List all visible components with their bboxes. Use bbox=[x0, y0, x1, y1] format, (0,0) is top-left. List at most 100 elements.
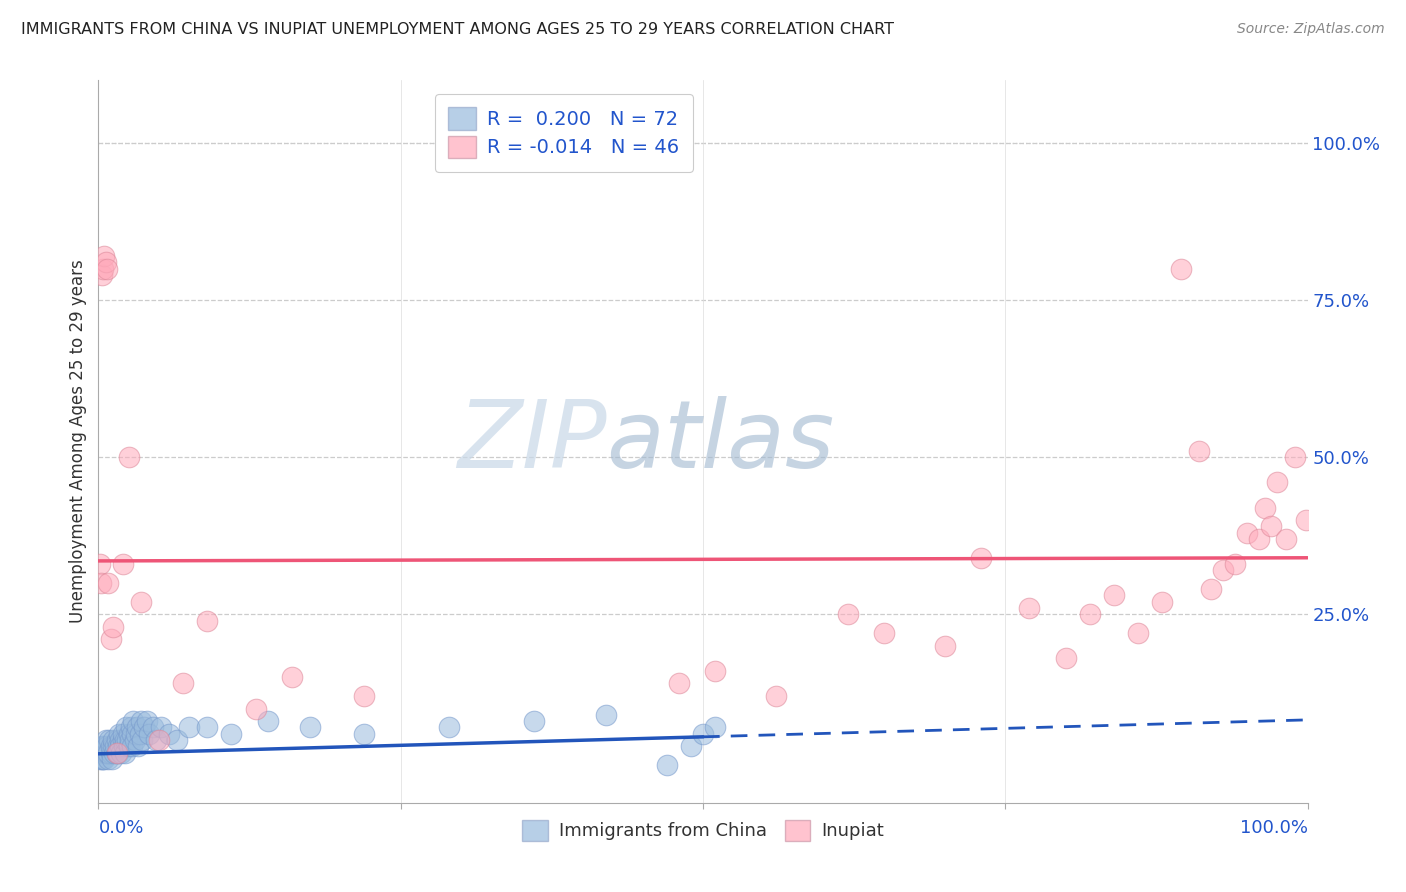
Text: ZIP: ZIP bbox=[457, 396, 606, 487]
Point bbox=[138, 727, 160, 741]
Point bbox=[97, 746, 120, 760]
Point bbox=[93, 752, 115, 766]
Point bbox=[117, 733, 139, 747]
Point bbox=[131, 733, 153, 747]
Point bbox=[692, 727, 714, 741]
Point bbox=[89, 557, 111, 571]
Point bbox=[245, 701, 267, 715]
Point bbox=[765, 689, 787, 703]
Point bbox=[1254, 500, 1277, 515]
Point bbox=[111, 733, 134, 747]
Point bbox=[1267, 475, 1289, 490]
Point bbox=[91, 752, 114, 766]
Point bbox=[96, 739, 118, 754]
Point bbox=[1223, 557, 1246, 571]
Point bbox=[118, 450, 141, 465]
Point bbox=[115, 720, 138, 734]
Point bbox=[1054, 651, 1077, 665]
Point bbox=[873, 626, 896, 640]
Point bbox=[1212, 563, 1234, 577]
Point bbox=[148, 733, 170, 747]
Point bbox=[837, 607, 859, 622]
Point bbox=[195, 720, 218, 734]
Point bbox=[97, 752, 120, 766]
Point bbox=[100, 746, 122, 760]
Point bbox=[104, 739, 127, 754]
Point bbox=[91, 268, 114, 282]
Point bbox=[1295, 513, 1317, 527]
Point bbox=[157, 727, 180, 741]
Point bbox=[1078, 607, 1101, 622]
Point bbox=[1284, 450, 1306, 465]
Point bbox=[129, 595, 152, 609]
Point bbox=[103, 746, 125, 760]
Point bbox=[91, 746, 114, 760]
Point bbox=[94, 746, 117, 760]
Point bbox=[101, 739, 124, 754]
Point bbox=[135, 714, 157, 728]
Point bbox=[1152, 595, 1174, 609]
Point bbox=[704, 720, 727, 734]
Point bbox=[1102, 589, 1125, 603]
Point bbox=[655, 758, 678, 772]
Point bbox=[1260, 519, 1282, 533]
Point bbox=[127, 720, 149, 734]
Point bbox=[166, 733, 188, 747]
Text: IMMIGRANTS FROM CHINA VS INUPIAT UNEMPLOYMENT AMONG AGES 25 TO 29 YEARS CORRELAT: IMMIGRANTS FROM CHINA VS INUPIAT UNEMPLO… bbox=[21, 22, 894, 37]
Point bbox=[668, 676, 690, 690]
Point bbox=[114, 733, 136, 747]
Point bbox=[96, 746, 118, 760]
Point bbox=[1128, 626, 1150, 640]
Text: 0.0%: 0.0% bbox=[98, 819, 143, 837]
Point bbox=[595, 707, 617, 722]
Point bbox=[114, 746, 136, 760]
Point bbox=[105, 746, 128, 760]
Point bbox=[93, 249, 115, 263]
Point bbox=[90, 575, 112, 590]
Point bbox=[934, 639, 956, 653]
Point bbox=[96, 261, 118, 276]
Point bbox=[105, 733, 128, 747]
Point bbox=[101, 733, 124, 747]
Point bbox=[1018, 601, 1040, 615]
Point bbox=[704, 664, 727, 678]
Point bbox=[110, 746, 132, 760]
Point bbox=[145, 733, 167, 747]
Point bbox=[89, 752, 111, 766]
Point bbox=[125, 727, 148, 741]
Point bbox=[353, 689, 375, 703]
Point bbox=[93, 739, 115, 754]
Point bbox=[970, 550, 993, 565]
Point bbox=[100, 739, 122, 754]
Point bbox=[105, 746, 128, 760]
Point bbox=[91, 739, 114, 754]
Point bbox=[118, 727, 141, 741]
Point bbox=[91, 752, 114, 766]
Point bbox=[107, 746, 129, 760]
Point bbox=[1275, 532, 1298, 546]
Point bbox=[127, 739, 149, 754]
Point bbox=[94, 255, 117, 269]
Point bbox=[108, 739, 131, 754]
Point bbox=[1188, 444, 1211, 458]
Point bbox=[120, 720, 142, 734]
Point bbox=[150, 720, 173, 734]
Text: 100.0%: 100.0% bbox=[1240, 819, 1308, 837]
Point bbox=[91, 261, 114, 276]
Point bbox=[124, 733, 146, 747]
Point bbox=[98, 733, 121, 747]
Point bbox=[1236, 525, 1258, 540]
Point bbox=[100, 632, 122, 647]
Point bbox=[111, 557, 134, 571]
Point bbox=[437, 720, 460, 734]
Point bbox=[108, 727, 131, 741]
Point bbox=[108, 733, 131, 747]
Point bbox=[179, 720, 201, 734]
Point bbox=[134, 720, 156, 734]
Point bbox=[281, 670, 304, 684]
Point bbox=[195, 614, 218, 628]
Point bbox=[523, 714, 546, 728]
Point bbox=[299, 720, 322, 734]
Point bbox=[90, 746, 112, 760]
Point bbox=[1249, 532, 1271, 546]
